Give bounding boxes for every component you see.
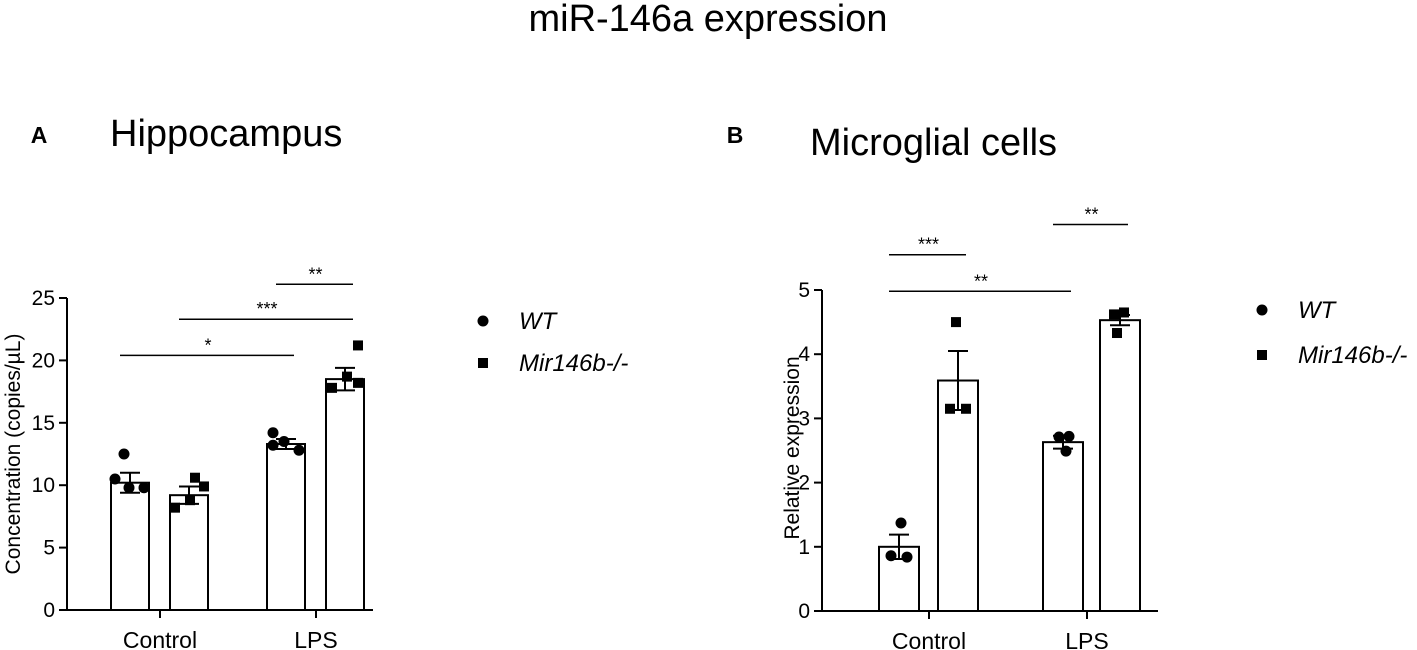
panel-a-y-tick-label: 0 [43, 599, 55, 622]
panel-b-point-square [945, 403, 955, 414]
panel-b-point-circle [1053, 431, 1065, 443]
panel-a-point-circle [109, 473, 121, 485]
panel-a-point-circle [278, 436, 290, 448]
panel-a-point-circle [118, 448, 130, 460]
legend-b-ko-marker [1257, 350, 1267, 360]
panel-a-significance-label: *** [256, 299, 277, 319]
panel-b-letter: B [727, 122, 744, 148]
panel-a-x-tick-label: LPS [294, 627, 337, 650]
panel-a-point-circle [123, 482, 135, 494]
panel-b-y-axis-label: Relative expression [781, 356, 804, 539]
panel-b-point-circle [1060, 445, 1072, 457]
panel-a-y-tick-label: 20 [32, 349, 55, 372]
panel-a-bar-square-0 [169, 494, 209, 611]
legend-a-ko-label: Mir146b-/- [519, 350, 628, 377]
panel-b-point-square [961, 403, 971, 414]
panel-a-point-square [342, 371, 352, 382]
panel-a-point-circle [293, 444, 305, 456]
panel-a-title: Hippocampus [110, 113, 342, 155]
panel-a-x-tick-label: Control [123, 627, 197, 650]
legend-a-wt-marker [477, 315, 489, 327]
panel-b-y-tick-label: 0 [798, 600, 810, 623]
panel-a-point-square [353, 340, 363, 351]
panel-b-significance-label: ** [974, 271, 988, 291]
panel-b-x-tick-label: Control [892, 628, 966, 650]
legend-a-wt-label: WT [519, 308, 559, 335]
panel-a-point-square [190, 472, 200, 483]
panel-b-significance-label: *** [918, 235, 939, 255]
panel-b-point-square [1112, 328, 1122, 339]
panel-a-significance-label: * [204, 335, 211, 355]
panel-a-significance-label: ** [308, 264, 322, 284]
panel-b-point-circle [885, 550, 897, 562]
panel-b-bar-square-1 [1099, 319, 1141, 612]
panel-b-point-square [951, 317, 961, 328]
panel-b-y-tick-label: 4 [798, 343, 810, 366]
panel-a-point-square [327, 382, 337, 393]
panel-a-point-circle [138, 482, 150, 494]
panel-a-point-square [353, 377, 363, 388]
panel-b-chart: B Microglial cells 0 1 2 3 4 5 Control LPS Relat… [727, 122, 1158, 650]
panel-a-point-square [199, 481, 209, 492]
panel-b-point-circle [1063, 430, 1075, 442]
panel-b-y-tick-label: 3 [798, 407, 810, 430]
panel-a-bar-square-1 [325, 378, 365, 611]
panel-b-y-tick-label: 1 [798, 536, 810, 559]
panel-b-bar-circle-1 [1042, 441, 1084, 612]
panel-b-point-circle [901, 551, 913, 563]
panel-a-point-square [170, 502, 180, 513]
panel-a-y-tick-label: 15 [32, 412, 55, 435]
figure-title: miR-146a expression [528, 0, 887, 40]
panel-b-significance-label: ** [1084, 205, 1098, 225]
panel-b-x-tick-label: LPS [1065, 628, 1108, 650]
legend-a-ko-marker [478, 358, 488, 368]
panel-b-point-square [1109, 309, 1119, 320]
panel-b-y-tick-label: 2 [798, 472, 810, 495]
panel-a-y-tick-label: 5 [43, 537, 55, 560]
panel-b-y-tick-label: 5 [798, 279, 810, 302]
panel-a-y-tick-label: 25 [32, 287, 55, 310]
panel-a-y-tick-label: 10 [32, 474, 55, 497]
panel-a-point-circle [267, 439, 279, 451]
panel-b-bar-square-0 [937, 379, 979, 612]
panel-b-title: Microglial cells [810, 122, 1057, 164]
panel-a-point-square [185, 495, 195, 506]
panel-a-chart: A Hippocampus 0 5 10 15 20 25 Control LPS Concen… [2, 113, 373, 650]
legend-b-ko-label: Mir146b-/- [1298, 342, 1407, 369]
panel-a-point-circle [267, 427, 279, 439]
panel-a-bar-circle-1 [266, 443, 306, 611]
panel-b-point-circle [895, 517, 907, 529]
panel-a-y-axis-label: Concentration (copies/µL) [2, 334, 25, 575]
legend-a: WT Mir146b-/- [477, 308, 628, 377]
panel-b-point-square [1119, 307, 1129, 318]
legend-b-wt-marker [1256, 304, 1268, 316]
legend-b: WT Mir146b-/- [1256, 297, 1407, 369]
panel-a-bar-circle-0 [110, 481, 150, 612]
legend-b-wt-label: WT [1298, 297, 1338, 324]
panel-a-letter: A [31, 122, 48, 148]
